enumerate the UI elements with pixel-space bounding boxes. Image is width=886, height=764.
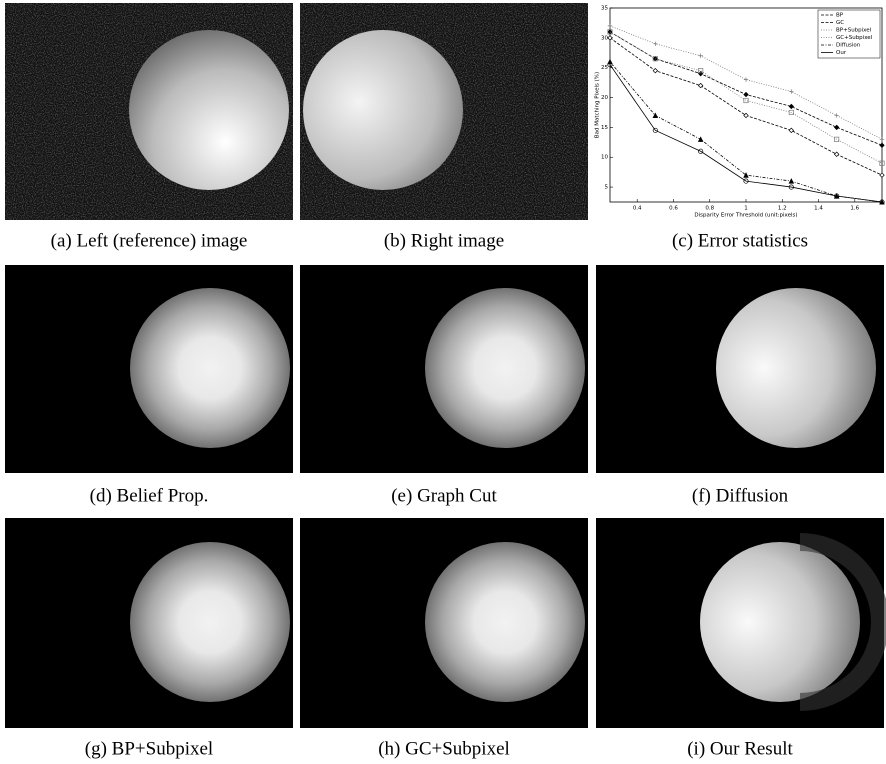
series-line xyxy=(609,31,883,164)
caption: (f) Diffusion xyxy=(692,485,789,506)
image-gc-subpixel xyxy=(300,518,588,728)
marker xyxy=(652,112,659,118)
marker xyxy=(652,56,658,62)
marker xyxy=(607,35,613,41)
marker xyxy=(743,91,749,98)
marker xyxy=(698,53,703,58)
legend-label: Diffusion xyxy=(836,43,861,49)
x-tick-label: 0.8 xyxy=(705,206,714,212)
image-belief-prop xyxy=(5,265,293,473)
marker xyxy=(788,103,795,110)
image-right xyxy=(300,3,588,220)
image-bp-subpixel xyxy=(5,518,293,728)
x-tick-label: 1.2 xyxy=(778,206,787,212)
marker xyxy=(833,124,840,131)
marker xyxy=(788,178,795,184)
marker xyxy=(743,172,749,178)
caption: (d) Belief Prop. xyxy=(90,485,209,506)
x-tick-label: 0.4 xyxy=(633,206,642,212)
x-tick-label: 0.6 xyxy=(669,206,678,212)
chart: 0.4 0.6 0.8 1 1.2 1.4 1.6 5 10 15 20 25 30 35 Disparit… xyxy=(595,6,885,219)
caption: (e) Graph Cut xyxy=(391,485,497,506)
image-diffusion xyxy=(596,265,884,473)
marker xyxy=(652,67,659,74)
marker xyxy=(834,113,839,118)
marker xyxy=(743,77,749,82)
y-tick-label: 5 xyxy=(605,185,609,191)
series-line xyxy=(609,64,883,203)
marker xyxy=(653,41,658,47)
marker xyxy=(879,172,885,178)
caption: (a) Left (reference) image xyxy=(51,230,248,251)
y-tick-label: 35 xyxy=(601,6,608,12)
caption: (i) Our Result xyxy=(687,738,793,759)
marker xyxy=(607,62,613,68)
marker xyxy=(652,127,658,133)
caption: (b) Right image xyxy=(384,230,504,251)
y-tick-label: 10 xyxy=(601,155,608,161)
marker xyxy=(697,82,704,89)
marker xyxy=(833,151,840,157)
marker xyxy=(743,97,749,104)
marker xyxy=(834,136,840,142)
x-tick-label: 1.6 xyxy=(850,206,859,212)
marker xyxy=(789,89,794,94)
y-tick-label: 15 xyxy=(601,125,608,131)
marker xyxy=(607,29,613,35)
caption: (c) Error statistics xyxy=(672,230,808,251)
marker xyxy=(879,137,885,142)
x-tick-label: 1 xyxy=(744,206,748,212)
marker xyxy=(697,136,704,142)
y-tick-label: 25 xyxy=(601,65,608,71)
marker xyxy=(788,109,794,116)
legend-label: GC+Subpixel xyxy=(836,35,873,41)
marker xyxy=(879,199,885,205)
legend-box xyxy=(817,9,881,59)
y-tick-label: 20 xyxy=(601,95,608,101)
caption: (g) BP+Subpixel xyxy=(85,738,213,759)
caption: (h) GC+Subpixel xyxy=(378,738,510,759)
legend-label: BP xyxy=(836,13,844,19)
marker xyxy=(879,142,885,148)
marker xyxy=(698,68,704,74)
marker xyxy=(607,23,613,29)
image-our-result xyxy=(596,518,886,728)
marker xyxy=(788,127,795,134)
marker xyxy=(879,160,885,166)
image-graph-cut xyxy=(300,265,588,473)
legend-label: Our xyxy=(836,50,847,56)
marker xyxy=(743,178,749,184)
marker xyxy=(788,184,794,190)
marker xyxy=(834,193,840,199)
y-tick-label: 30 xyxy=(601,35,608,41)
x-tick-label: 1.4 xyxy=(814,206,823,212)
marker xyxy=(743,112,749,119)
y-axis-label: Bad Matching Pixels (%) xyxy=(595,72,601,138)
marker xyxy=(698,148,704,154)
legend-label: BP+Subpixel xyxy=(836,28,872,34)
x-axis-label: Disparity Error Threshold (unit:pixels) xyxy=(694,213,797,219)
legend-label: GC xyxy=(836,20,844,26)
image-left xyxy=(5,3,293,220)
